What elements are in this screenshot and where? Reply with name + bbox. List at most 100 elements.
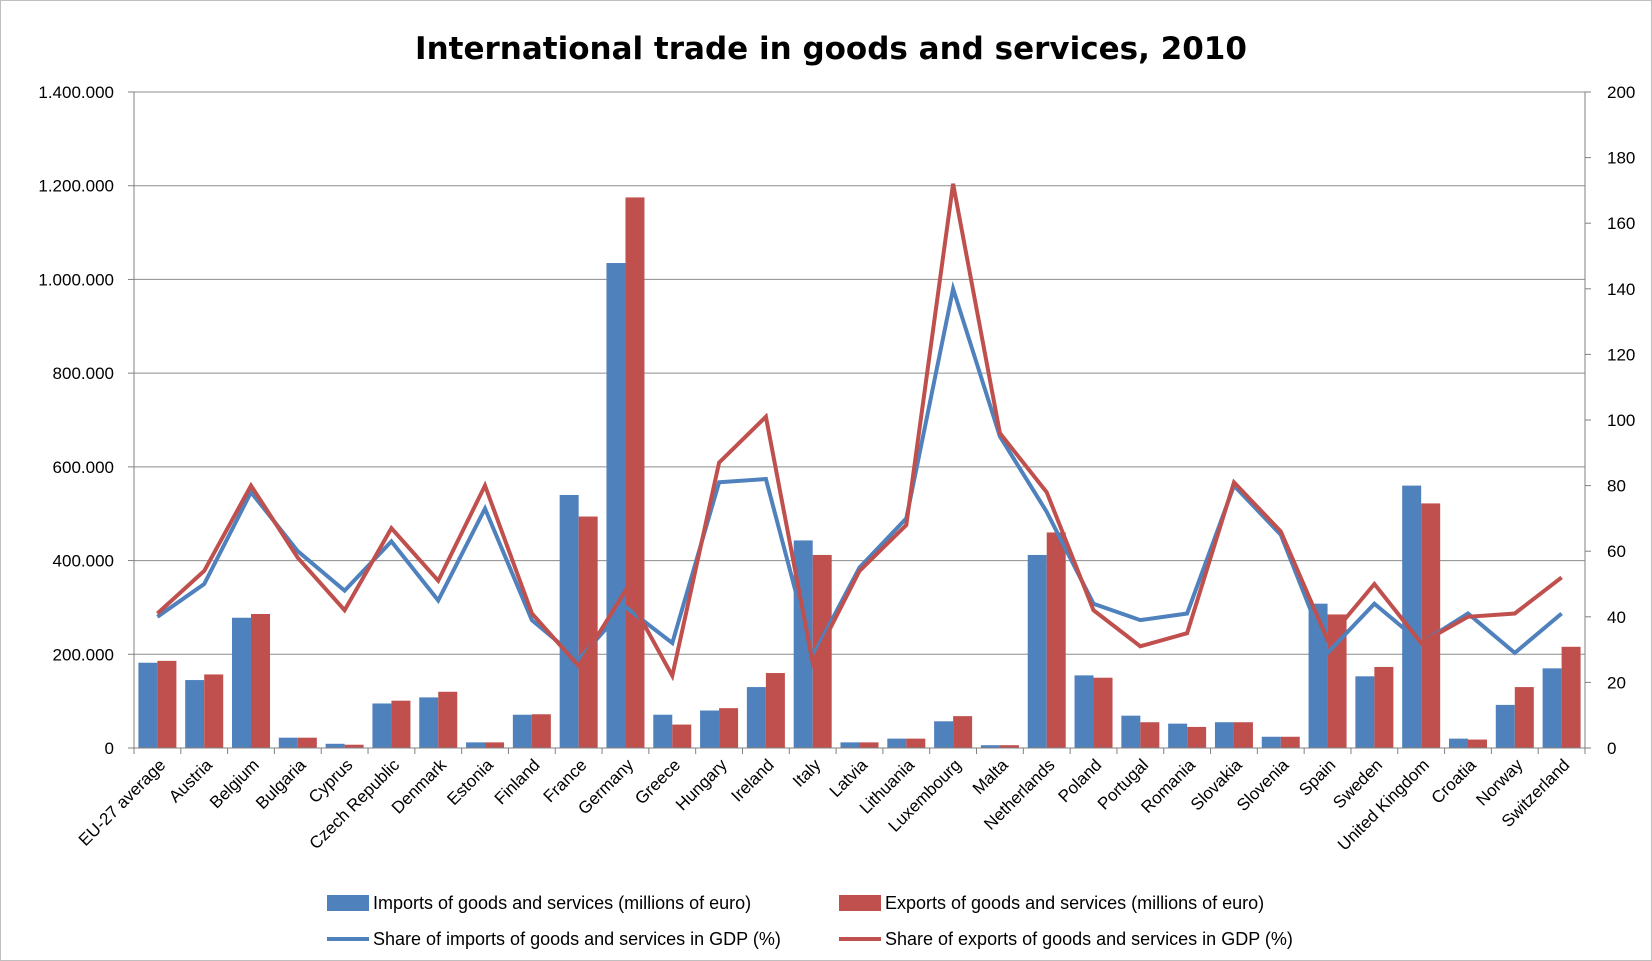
bar-imports-22 bbox=[1168, 723, 1188, 748]
bar-exports-8 bbox=[531, 714, 551, 748]
x-category-label-3: Bulgaria bbox=[252, 755, 310, 813]
bar-imports-7 bbox=[466, 742, 486, 748]
bar-imports-2 bbox=[232, 617, 252, 748]
bar-imports-26 bbox=[1355, 676, 1375, 748]
y-right-tick-label-4: 80 bbox=[1607, 477, 1626, 496]
bar-exports-9 bbox=[578, 516, 598, 748]
bar-imports-28 bbox=[1448, 738, 1468, 748]
x-category-label-18: Malta bbox=[969, 755, 1012, 798]
line-imports-share bbox=[156, 280, 1563, 663]
bar-imports-4 bbox=[325, 743, 345, 748]
bar-imports-5 bbox=[372, 703, 392, 748]
legend-swatch-1 bbox=[839, 895, 881, 911]
x-category-label-25: Spain bbox=[1295, 755, 1339, 799]
bar-exports-20 bbox=[1093, 677, 1113, 748]
bar-imports-1 bbox=[185, 680, 205, 748]
x-category-label-0: EU-27 average bbox=[75, 755, 169, 849]
x-category-labels: EU-27 averageAustriaBelgiumBulgariaCypru… bbox=[75, 755, 1573, 854]
bar-imports-11 bbox=[653, 714, 673, 748]
bar-imports-16 bbox=[887, 738, 907, 748]
bar-imports-9 bbox=[559, 494, 579, 748]
y-right-tick-label-2: 40 bbox=[1607, 608, 1626, 627]
bar-exports-22 bbox=[1187, 726, 1207, 748]
bar-imports-19 bbox=[1027, 554, 1047, 748]
bar-exports-19 bbox=[1046, 532, 1066, 748]
bar-exports-30 bbox=[1561, 646, 1581, 748]
x-category-label-24: Slovenia bbox=[1233, 755, 1293, 815]
y-right-tick-label-8: 160 bbox=[1607, 214, 1635, 233]
bar-imports-29 bbox=[1495, 704, 1515, 748]
y-left-tick-label-1: 200.000 bbox=[53, 645, 114, 664]
series-lines bbox=[156, 183, 1563, 682]
y-right-tick-label-3: 60 bbox=[1607, 542, 1626, 561]
y-right-tick-label-0: 0 bbox=[1607, 739, 1616, 758]
bar-exports-16 bbox=[906, 738, 926, 748]
y-left-tick-label-7: 1.400.000 bbox=[38, 83, 114, 102]
bar-exports-18 bbox=[999, 745, 1019, 748]
bar-imports-30 bbox=[1542, 668, 1562, 748]
bar-exports-1 bbox=[204, 674, 224, 748]
bar-exports-21 bbox=[1140, 722, 1160, 748]
bar-exports-4 bbox=[344, 744, 364, 748]
legend: Imports of goods and services (millions … bbox=[327, 893, 1293, 949]
bar-imports-0 bbox=[138, 662, 158, 748]
y-left-tick-label-0: 0 bbox=[105, 739, 114, 758]
bar-exports-12 bbox=[719, 708, 739, 748]
y-left-tick-label-3: 600.000 bbox=[53, 458, 114, 477]
line-exports-share bbox=[156, 183, 1563, 682]
bar-imports-23 bbox=[1214, 722, 1234, 748]
bar-imports-12 bbox=[700, 710, 720, 748]
bar-imports-15 bbox=[840, 742, 860, 748]
bar-exports-24 bbox=[1280, 736, 1300, 748]
bar-exports-3 bbox=[297, 737, 317, 748]
y-left-tick-label-2: 400.000 bbox=[53, 552, 114, 571]
legend-label-1: Exports of goods and services (millions … bbox=[885, 893, 1264, 913]
bar-imports-3 bbox=[278, 737, 298, 748]
y-left-tick-label-6: 1.200.000 bbox=[38, 177, 114, 196]
bar-imports-20 bbox=[1074, 675, 1094, 748]
bar-imports-27 bbox=[1402, 485, 1422, 748]
x-category-label-2: Belgium bbox=[206, 755, 263, 812]
legend-label-3: Share of exports of goods and services i… bbox=[885, 929, 1293, 949]
bar-exports-27 bbox=[1421, 503, 1441, 748]
y-right-tick-label-10: 200 bbox=[1607, 83, 1635, 102]
bar-exports-13 bbox=[765, 673, 785, 748]
bar-exports-10 bbox=[625, 197, 645, 748]
y-left-tick-labels: 0 200.000 400.000 600.000 800.000 1.000.000 1.… bbox=[38, 83, 114, 758]
legend-label-2: Share of imports of goods and services i… bbox=[373, 929, 781, 949]
x-category-label-28: Croatia bbox=[1428, 755, 1481, 808]
bar-imports-13 bbox=[746, 687, 766, 748]
bar-imports-18 bbox=[980, 745, 1000, 748]
bar-exports-0 bbox=[157, 660, 177, 748]
x-category-label-14: Italy bbox=[789, 755, 825, 791]
chart-title: International trade in goods and service… bbox=[415, 31, 1247, 67]
y-left-tick-label-5: 1.000.000 bbox=[38, 270, 114, 289]
bar-exports-26 bbox=[1374, 666, 1394, 748]
bar-exports-17 bbox=[953, 716, 973, 748]
bar-exports-15 bbox=[859, 742, 879, 748]
axes bbox=[128, 91, 1591, 754]
bar-exports-6 bbox=[438, 691, 458, 748]
bar-exports-29 bbox=[1514, 687, 1534, 748]
x-category-label-13: Ireland bbox=[728, 755, 778, 805]
legend-label-0: Imports of goods and services (millions … bbox=[373, 893, 751, 913]
bars bbox=[138, 197, 1581, 748]
bar-imports-10 bbox=[606, 263, 626, 748]
y-right-tick-label-5: 100 bbox=[1607, 411, 1635, 430]
bar-exports-23 bbox=[1233, 722, 1253, 748]
legend-swatch-0 bbox=[327, 895, 369, 911]
x-category-label-7: Estonia bbox=[443, 755, 497, 809]
y-right-tick-labels: 0 20 40 60 80 100 120 140 160 180 200 bbox=[1607, 83, 1635, 758]
x-category-label-12: Hungary bbox=[672, 755, 731, 814]
y-right-tick-label-9: 180 bbox=[1607, 149, 1635, 168]
bar-imports-6 bbox=[419, 697, 439, 748]
y-right-tick-label-1: 20 bbox=[1607, 673, 1626, 692]
bar-exports-11 bbox=[672, 724, 692, 748]
y-right-tick-label-7: 140 bbox=[1607, 280, 1635, 299]
bar-exports-28 bbox=[1467, 739, 1487, 748]
bar-exports-7 bbox=[485, 742, 505, 748]
y-left-tick-label-4: 800.000 bbox=[53, 364, 114, 383]
bar-imports-17 bbox=[934, 721, 954, 748]
